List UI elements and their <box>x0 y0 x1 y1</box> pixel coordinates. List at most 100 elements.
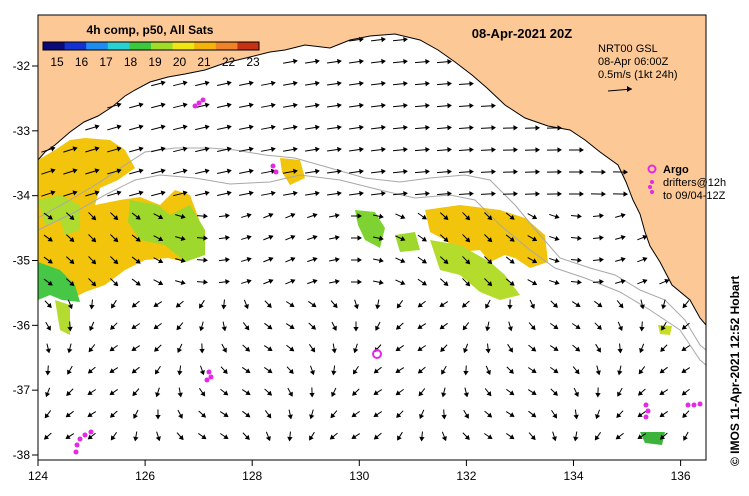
current-vector-head <box>513 169 518 175</box>
current-vector-head <box>447 81 452 87</box>
current-vector-head <box>513 147 518 153</box>
current-vector-head <box>421 236 427 242</box>
current-vector-head <box>443 281 449 287</box>
current-vector-head <box>373 390 379 395</box>
current-vector-head <box>113 237 119 243</box>
current-vector-head <box>509 236 515 242</box>
current-vector-head <box>381 190 386 197</box>
current-vector-head <box>601 169 606 175</box>
current-vector-head <box>425 190 430 197</box>
current-vector-head <box>94 146 100 152</box>
current-vector-head <box>334 235 340 241</box>
current-vector-head <box>375 304 381 310</box>
current-vector-head <box>248 146 254 152</box>
current-vector-head <box>332 302 338 309</box>
current-vector-head <box>243 303 249 310</box>
current-vector-head <box>531 214 538 220</box>
current-vector-head <box>67 348 73 354</box>
current-vector-head <box>615 434 621 440</box>
current-vector-head <box>337 102 342 109</box>
current-vector-head <box>176 325 182 331</box>
colorbar-tick-label: 20 <box>173 55 187 69</box>
current-vector-head <box>111 303 116 309</box>
current-vector-head <box>309 435 314 441</box>
current-vector-head <box>221 304 227 310</box>
current-vector-head <box>357 279 362 285</box>
current-vector-head <box>683 435 688 441</box>
current-vector-head <box>574 369 580 375</box>
current-vector-head <box>270 80 276 86</box>
current-vector-head <box>158 280 164 286</box>
current-vector-head <box>425 124 430 131</box>
argo-drifter <box>88 429 94 435</box>
current-vector-head <box>182 146 188 152</box>
current-vector-head <box>204 190 210 196</box>
current-vector-head <box>617 325 623 332</box>
current-vector-head <box>180 279 186 286</box>
current-vector-head <box>47 280 53 286</box>
colorbar-swatch <box>215 42 238 50</box>
current-vector-head <box>43 434 50 440</box>
current-vector-head <box>160 80 166 86</box>
current-vector-head <box>682 412 688 419</box>
current-vector-head <box>462 325 468 331</box>
current-vector-head <box>381 36 386 43</box>
current-vector-head <box>487 281 493 287</box>
current-vector-head <box>553 346 559 351</box>
current-vector-head <box>69 237 75 243</box>
current-vector-head <box>403 102 408 109</box>
current-vector-head <box>337 80 342 87</box>
current-vector-head <box>138 146 144 152</box>
current-vector-head <box>596 324 602 330</box>
current-vector-head <box>226 124 232 130</box>
argo-drifter <box>273 169 279 175</box>
current-vector-head <box>116 190 122 196</box>
current-vector-head <box>491 125 496 131</box>
current-vector-head <box>292 80 298 87</box>
current-vector-head <box>175 302 181 308</box>
current-vector-head <box>618 303 624 309</box>
argo-tracks <box>73 97 703 455</box>
current-vector-head <box>312 278 318 285</box>
colorbar-tick-label: 23 <box>246 55 260 69</box>
lat-tick-label: -38 <box>13 448 31 462</box>
current-vector-head <box>204 80 210 86</box>
argo-drifter <box>643 402 649 408</box>
current-vector-head <box>419 413 425 420</box>
current-vector-head <box>485 326 491 332</box>
current-vector-head <box>315 146 320 153</box>
colorbar: 4h comp, p50, All Sats 15 16 17 18 19 20 21 22 2… <box>42 23 260 69</box>
current-vector-head <box>447 125 452 131</box>
current-vector-head <box>419 436 425 442</box>
current-vector-head <box>381 80 386 87</box>
current-vector-head <box>659 390 665 395</box>
current-vector-head <box>664 278 670 284</box>
current-vector-head <box>204 124 210 130</box>
current-vector-head <box>67 303 73 310</box>
current-vector-head <box>579 147 584 153</box>
current-vector-head <box>203 235 208 241</box>
current-vector-head <box>246 212 252 219</box>
current-vector-head <box>552 302 558 308</box>
current-vector-head <box>310 324 317 330</box>
current-vector-head <box>203 257 208 263</box>
argo-drifter <box>643 414 649 420</box>
argo-legend: Argo drifters@12h to 09/04-12Z <box>647 164 726 202</box>
current-vector-head <box>331 370 337 376</box>
colorbar-tick-label: 16 <box>75 55 89 69</box>
current-vector-head <box>597 302 603 308</box>
current-vector-head <box>91 237 97 243</box>
current-vector-head <box>661 304 667 310</box>
current-vector-head <box>154 369 160 375</box>
current-vector-head <box>469 191 474 197</box>
current-vector-head <box>331 391 337 397</box>
current-vector-head <box>599 213 604 219</box>
current-vector-head <box>381 58 386 65</box>
lon-tick-label: 134 <box>563 469 583 483</box>
colorbar-title: 4h comp, p50, All Sats <box>87 23 214 37</box>
current-vector-head <box>160 168 166 174</box>
current-vector-head <box>575 324 581 330</box>
current-vector-head <box>425 168 430 175</box>
current-vector-head <box>378 235 384 241</box>
current-vector-head <box>113 259 119 265</box>
